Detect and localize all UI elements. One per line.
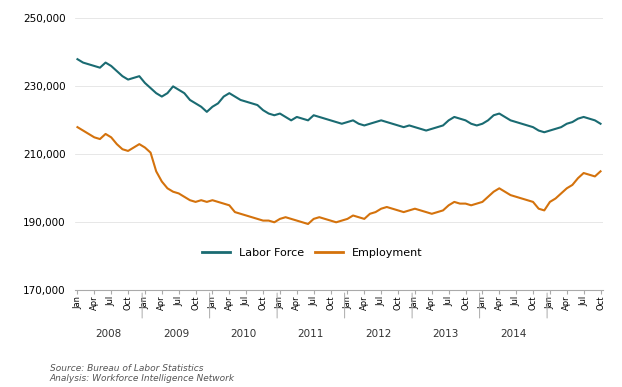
Legend: Labor Force, Employment: Labor Force, Employment (198, 243, 427, 262)
Text: 2008: 2008 (95, 329, 121, 339)
Text: 2012: 2012 (365, 329, 391, 339)
Employment (596, 169, 604, 174)
Labor Force (389, 122, 396, 126)
Text: Source: Bureau of Labor Statistics
Analysis: Workforce Intelligence Network: Source: Bureau of Labor Statistics Analy… (50, 364, 235, 383)
Labor Force (164, 91, 171, 96)
Employment (473, 201, 481, 206)
Text: 2010: 2010 (230, 329, 256, 339)
Text: 2011: 2011 (298, 329, 324, 339)
Employment (394, 208, 402, 213)
Text: 2009: 2009 (163, 329, 189, 339)
Labor Force (541, 130, 548, 135)
Employment (209, 198, 216, 202)
Employment (304, 222, 312, 226)
Text: 2013: 2013 (433, 329, 459, 339)
Employment (74, 125, 81, 130)
Line: Labor Force: Labor Force (78, 59, 600, 132)
Labor Force (293, 115, 300, 119)
Line: Employment: Employment (78, 127, 600, 224)
Employment (293, 218, 300, 223)
Text: 2014: 2014 (500, 329, 527, 339)
Employment (164, 186, 171, 191)
Labor Force (468, 122, 475, 126)
Employment (276, 217, 284, 221)
Labor Force (209, 104, 216, 109)
Labor Force (74, 57, 81, 62)
Labor Force (596, 122, 604, 126)
Labor Force (276, 111, 284, 116)
